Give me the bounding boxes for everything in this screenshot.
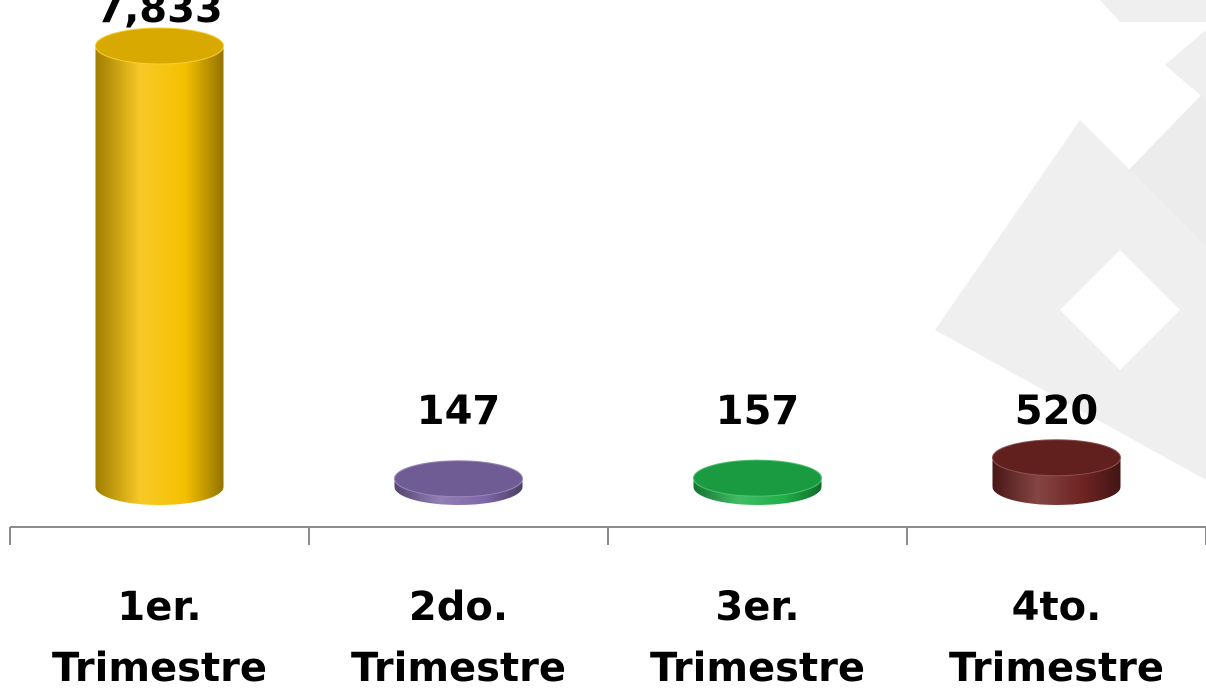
data-labels: 7,833 147 157 520: [96, 0, 1098, 434]
decoration-diamond: [1100, 0, 1206, 22]
category-label: Trimestre: [650, 645, 865, 691]
category-labels: 1er. Trimestre 2do. Trimestre 3er. Trimestre 4…: [52, 584, 1164, 691]
data-label: 147: [417, 388, 501, 434]
bars: [95, 27, 1121, 505]
category-label: 3er.: [715, 584, 799, 630]
category-label: 2do.: [409, 584, 508, 630]
bar: [394, 460, 523, 505]
bar-top: [394, 460, 523, 498]
bar: [95, 27, 224, 505]
data-label: 157: [716, 388, 800, 434]
category-label: Trimestre: [949, 645, 1164, 691]
decoration-diamond: [1060, 250, 1180, 370]
category-label: Trimestre: [52, 645, 267, 691]
bar-top: [95, 27, 224, 65]
data-label: 7,833: [96, 0, 223, 32]
decoration-diamond: [1165, 30, 1206, 100]
category-label: Trimestre: [351, 645, 566, 691]
background-decoration: [935, 0, 1206, 480]
bar-top: [693, 459, 822, 497]
bar-top: [992, 439, 1121, 477]
data-label: 520: [1015, 388, 1099, 434]
category-label: 4to.: [1012, 584, 1102, 630]
bar: [992, 439, 1121, 505]
bar-side: [95, 46, 224, 505]
x-axis: [9, 526, 1206, 545]
category-label: 1er.: [117, 584, 201, 630]
bar: [693, 459, 822, 505]
